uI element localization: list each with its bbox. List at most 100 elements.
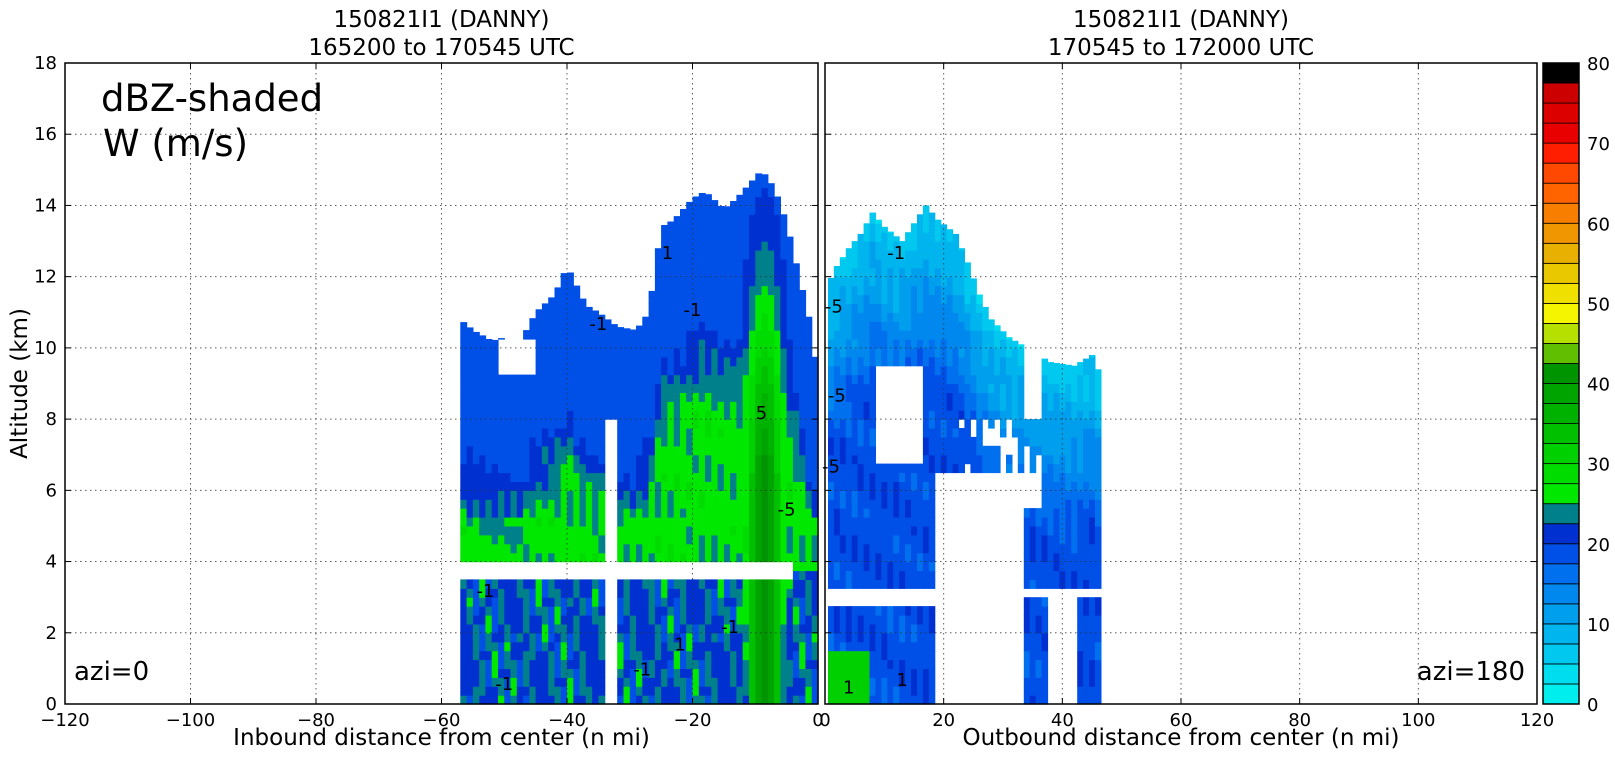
colorbar-swatch (1542, 663, 1580, 685)
colorbar-tick-label: 20 (1587, 535, 1610, 556)
x-tick-label: 100 (1401, 710, 1435, 731)
x-tick-label: −80 (297, 710, 335, 731)
colorbar-swatch (1542, 142, 1580, 164)
y-tick-label: 0 (46, 694, 57, 715)
w-contour-label: -5 (825, 296, 843, 317)
chart-subtitle: 165200 to 170545 UTC (308, 35, 574, 61)
x-tick-label: 120 (1520, 710, 1554, 731)
colorbar-swatch (1542, 242, 1580, 264)
y-tick-label: 6 (46, 480, 57, 501)
w-contour-label: -1 (495, 674, 513, 695)
w-contour-label: -5 (822, 457, 840, 478)
w-contour-label: -5 (778, 499, 796, 520)
colorbar-swatch (1542, 463, 1580, 485)
colorbar-swatch (1542, 102, 1580, 124)
x-axis-label: Inbound distance from center (n mi) (233, 725, 650, 751)
colorbar-swatch (1542, 262, 1580, 284)
colorbar-tick-label: 40 (1587, 375, 1610, 396)
colorbar-swatch (1542, 383, 1580, 404)
w-contour-label: 1 (843, 677, 854, 698)
x-tick-label: −60 (423, 710, 461, 731)
x-axis: −120 −100 −80 −60 −40 −20 0 (40, 63, 824, 731)
colorbar-tick-label: 10 (1587, 615, 1610, 636)
inbound-panel: -1 -1 -1 1 -1 5 -5 -1 1 -1 −120 −100 −80 −60 −40 −20 0 In… (7, 7, 824, 751)
colorbar-swatch (1542, 583, 1580, 605)
x-tick-label: −120 (40, 710, 89, 731)
x-tick-label: 20 (932, 710, 955, 731)
w-contour-label: -1 (887, 243, 905, 264)
gridlines (65, 63, 818, 704)
x-tick-label: −20 (674, 710, 712, 731)
colorbar-swatch (1542, 182, 1580, 204)
colorbar-swatch (1542, 403, 1580, 424)
w-contour-label: 1 (662, 243, 673, 264)
colorbar-swatch (1542, 343, 1580, 364)
w-contour-label: -1 (633, 660, 651, 681)
x-tick-label: 0 (819, 710, 830, 731)
chart-title: 150821I1 (DANNY) (1073, 7, 1289, 33)
x-axis: 0 20 40 60 80 100 120 (819, 63, 1554, 731)
colorbar-swatch (1542, 523, 1580, 545)
w-contour-label: -1 (589, 314, 607, 335)
y-axis-label: Altitude (km) (7, 308, 33, 459)
y-tick-label: 2 (46, 623, 57, 644)
x-tick-label: 40 (1051, 710, 1074, 731)
colorbar-swatch (1542, 643, 1580, 665)
x-tick-label: −40 (548, 710, 586, 731)
y-tick-label: 16 (34, 124, 57, 145)
x-axis-label: Outbound distance from center (n mi) (963, 725, 1400, 751)
x-tick-label: 0 (812, 710, 823, 731)
gridlines (825, 63, 1537, 704)
colorbar-swatch (1542, 623, 1580, 645)
annotation-dbz: dBZ-shaded (101, 77, 323, 120)
colorbar-tick-label: 0 (1587, 695, 1598, 716)
colorbar-swatch (1542, 82, 1580, 104)
w-contour-label: -1 (721, 617, 739, 638)
y-tick-label: 10 (34, 338, 57, 359)
colorbar-swatch (1542, 122, 1580, 144)
w-contour-label: -1 (684, 300, 702, 321)
colorbar-swatch (1542, 563, 1580, 585)
w-contour-label: -1 (476, 581, 494, 602)
colorbar-swatch (1542, 282, 1580, 304)
colorbar-swatch (1542, 443, 1580, 465)
x-tick-label: −100 (166, 710, 215, 731)
x-tick-label: 60 (1170, 710, 1193, 731)
y-tick-label: 14 (34, 195, 57, 216)
colorbar-tick-label: 80 (1587, 54, 1610, 75)
w-contour-label: -5 (828, 385, 846, 406)
w-contour-labels: -5 -5 -5 -1 1 1 (822, 243, 908, 698)
chart-subtitle: 170545 to 172000 UTC (1048, 35, 1314, 61)
colorbar-swatch (1542, 222, 1580, 244)
colorbar-swatch (1542, 683, 1580, 705)
colorbar-swatch (1542, 202, 1580, 224)
colorbar-tick-label: 60 (1587, 214, 1610, 235)
w-contour-label: 1 (896, 670, 907, 691)
azimuth-label: azi=180 (1417, 657, 1525, 687)
colorbar-tick-label: 30 (1587, 455, 1610, 476)
y-axis: 0 2 4 6 8 10 12 14 16 18 (34, 53, 818, 715)
y-tick-label: 18 (34, 53, 57, 74)
colorbar-swatch (1543, 63, 1579, 84)
colorbar-swatch (1542, 543, 1580, 565)
y-tick-label: 8 (46, 409, 57, 430)
y-tick-label: 4 (46, 552, 57, 573)
colorbar-swatch (1542, 363, 1580, 384)
dbz-colorbar: 0 10 20 30 40 50 60 70 80 (1542, 54, 1610, 716)
chart-title: 150821I1 (DANNY) (334, 7, 550, 33)
colorbar-swatch (1542, 323, 1580, 344)
w-contour-label: 1 (674, 635, 685, 656)
colorbar-tick-label: 50 (1587, 294, 1610, 315)
reflectivity-field (460, 173, 819, 705)
y-tick-label: 12 (34, 267, 57, 288)
w-contour-label: 5 (756, 403, 767, 424)
annotation-w: W (m/s) (103, 122, 248, 165)
colorbar-swatch (1542, 603, 1580, 625)
colorbar-swatch (1542, 503, 1580, 525)
colorbar-swatch (1542, 423, 1580, 444)
x-tick-label: 80 (1288, 710, 1311, 731)
colorbar-swatch (1542, 483, 1580, 505)
azimuth-label: azi=0 (74, 657, 149, 687)
